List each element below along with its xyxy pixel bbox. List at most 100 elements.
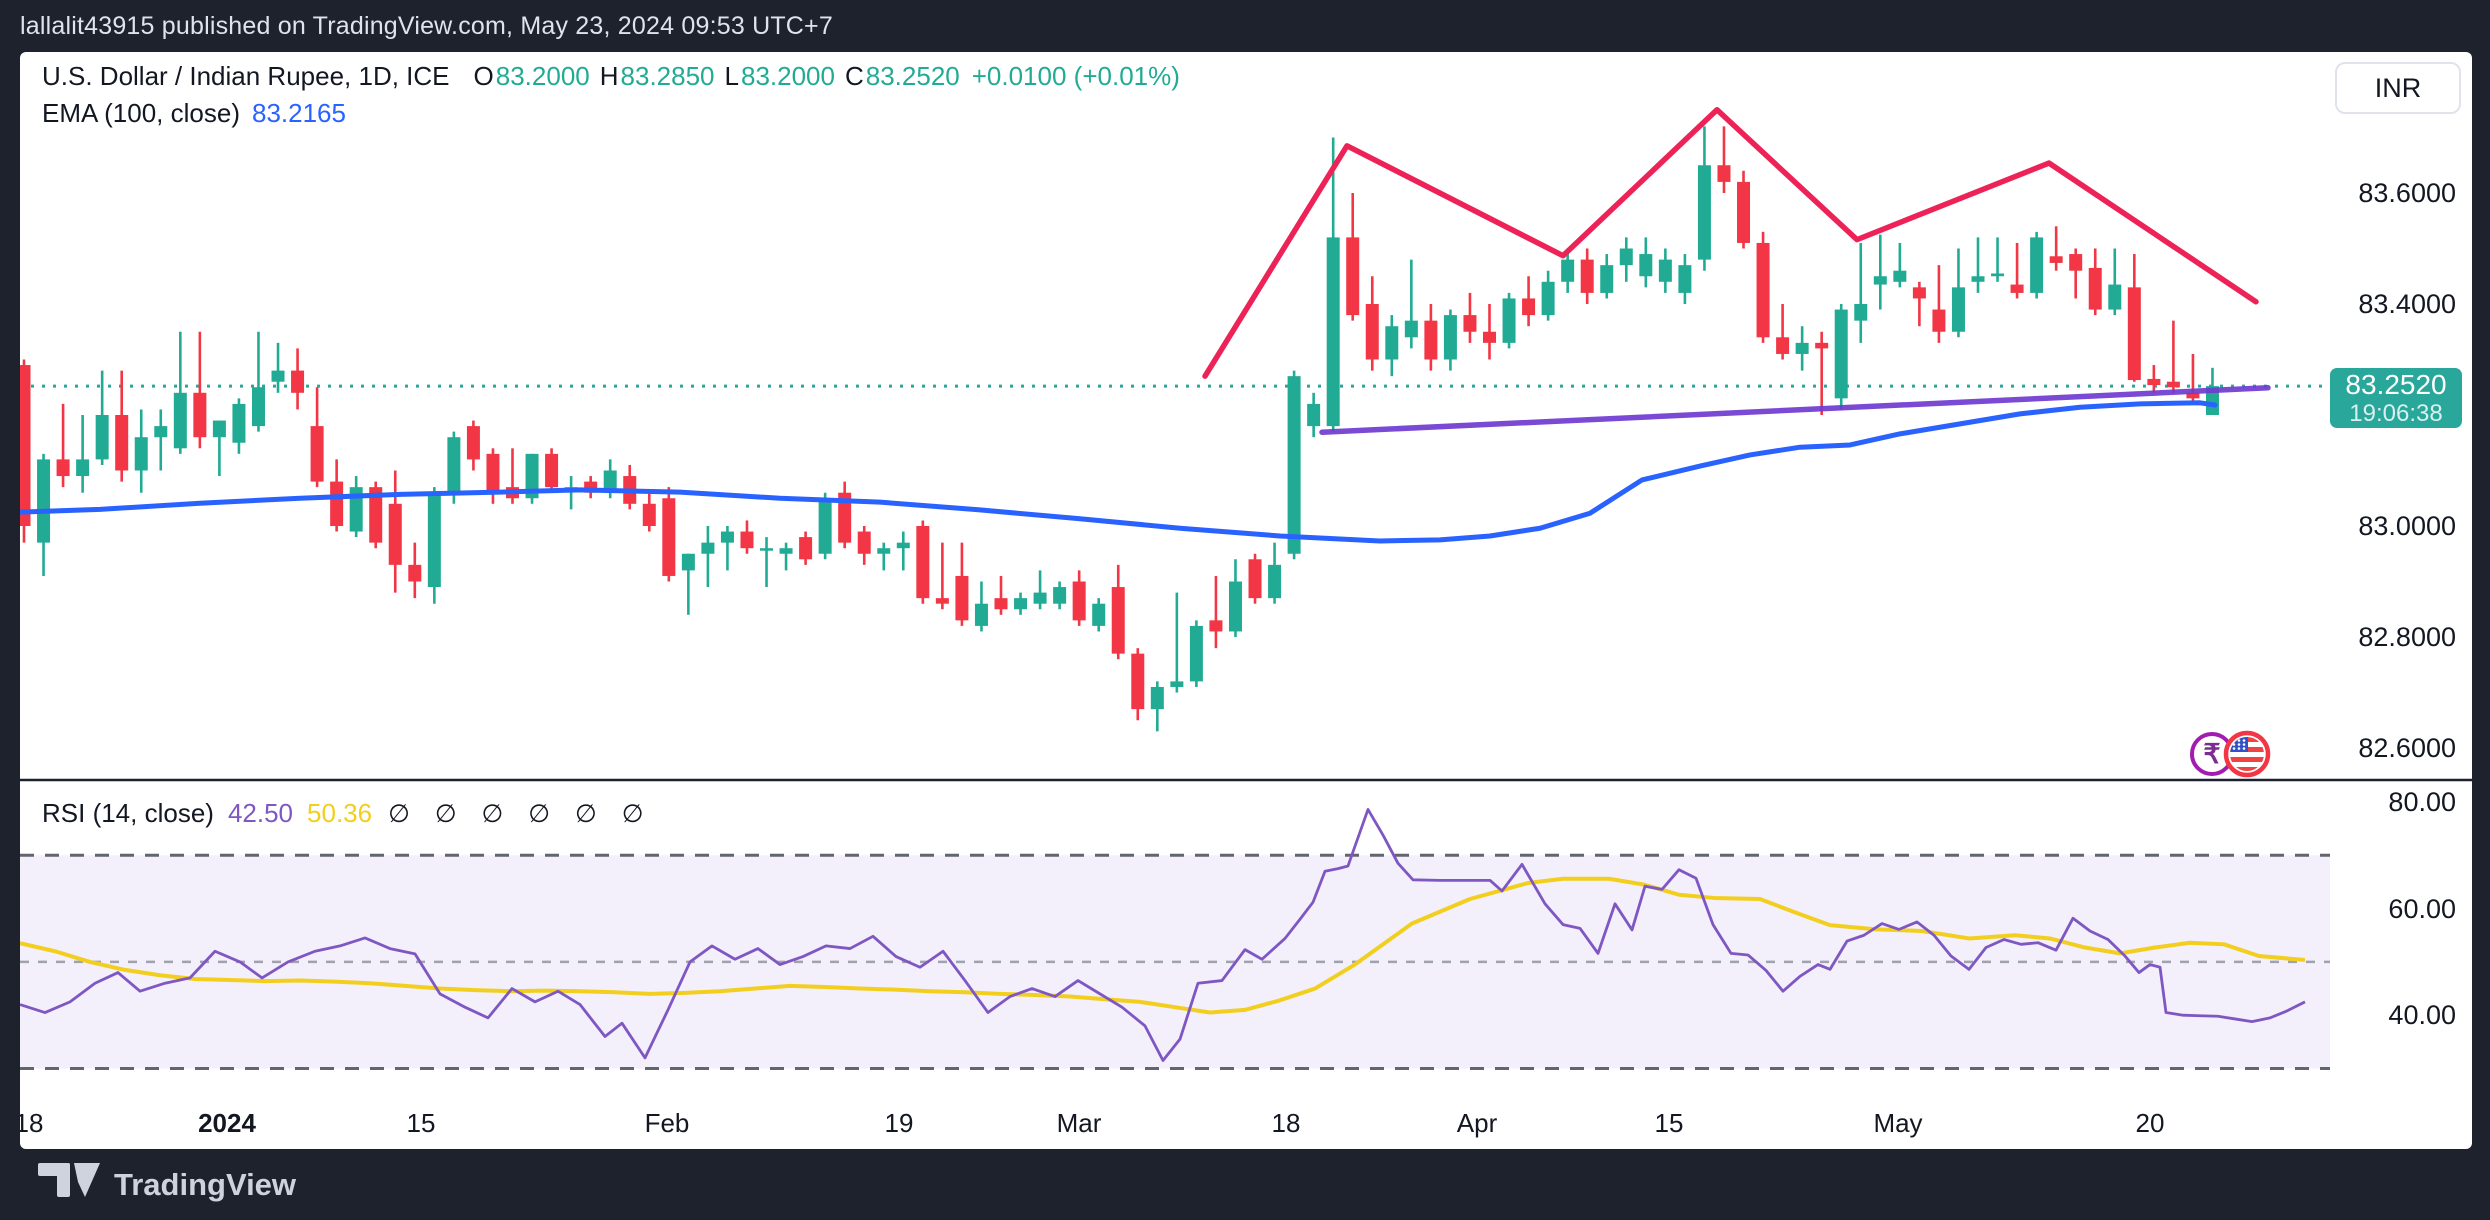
ema-legend[interactable]: EMA (100, close) 83.2165: [42, 94, 346, 132]
candle-body: [2010, 284, 2024, 293]
price-axis-label: 82.6000: [2358, 733, 2456, 763]
candle-body: [115, 415, 129, 471]
candle-body: [2205, 386, 2219, 415]
candle-body: [1756, 242, 1770, 338]
candle-body: [2147, 378, 2161, 386]
candle-body: [701, 542, 715, 554]
rsi-smooth-line: [20, 876, 2306, 1015]
time-axis-label: 18: [20, 1108, 44, 1138]
candle-body: [994, 598, 1008, 610]
time-axis[interactable]: 18 2024 15 Feb 19 Mar 18 Apr 15 May 20: [20, 1108, 2472, 1148]
ohlc-values: O83.2000 H83.2850 L83.2000 C83.2520: [464, 56, 960, 96]
candle-body: [1248, 559, 1262, 599]
chart-panel: U.S. Dollar / Indian Rupee, 1D, ICE O83.…: [20, 52, 2472, 1149]
trendline-drawing: [1319, 385, 2271, 435]
candle-body: [2049, 256, 2063, 263]
candle-body: [447, 437, 461, 493]
candle-body: [486, 453, 500, 493]
candle-body: [2030, 237, 2044, 293]
candle-body: [1033, 592, 1047, 604]
candle-body: [291, 370, 305, 393]
candle-body: [1111, 587, 1125, 654]
rsi-smooth-value: 50.36: [307, 798, 373, 828]
time-axis-label: 15: [1654, 1108, 1684, 1138]
ema-value: 83.2165: [251, 98, 346, 128]
candle-body: [1443, 315, 1457, 360]
candle-body: [760, 548, 774, 551]
tradingview-logo-icon[interactable]: [38, 1162, 100, 1207]
ohlc-letter: H: [599, 61, 619, 91]
time-axis-label: 19: [884, 1108, 914, 1138]
currency-button-label: INR: [2374, 72, 2422, 103]
ohlc-letter: O: [473, 61, 494, 91]
candle-body: [1854, 304, 1868, 321]
time-axis-label: 2024: [198, 1108, 256, 1138]
time-axis-label: 18: [1271, 1108, 1301, 1138]
candle-body: [662, 498, 676, 576]
candle-body: [642, 503, 656, 526]
ohlc-value: 83.2520: [865, 61, 960, 91]
candle-body: [1541, 281, 1555, 316]
candle-body: [1228, 581, 1242, 632]
candle-body: [1307, 403, 1321, 427]
price-axis-label: 83.4000: [2358, 289, 2456, 319]
candle-body: [212, 420, 226, 438]
symbol-legend[interactable]: U.S. Dollar / Indian Rupee, 1D, ICE O83.…: [42, 56, 1180, 96]
ema-line: [20, 400, 2218, 544]
tradingview-wordmark[interactable]: TradingView: [114, 1166, 297, 1202]
rsi-line: [20, 808, 2306, 1062]
candle-body: [1131, 653, 1145, 710]
ema-label: EMA (100, close): [42, 98, 240, 128]
candle-body: [1678, 265, 1692, 293]
rsi-legend[interactable]: RSI (14, close) 42.50 50.36 ∅ ∅ ∅ ∅ ∅ ∅: [42, 794, 653, 832]
candle-body: [720, 531, 734, 543]
candle-body: [251, 387, 265, 427]
candle-body: [1502, 298, 1516, 343]
candle-body: [1385, 326, 1399, 360]
time-axis-label: May: [1873, 1108, 1923, 1138]
ohlc-value: 83.2000: [740, 61, 835, 91]
inr-flag-icon: ₹: [2190, 732, 2234, 776]
candle-body: [20, 365, 31, 526]
candle-body: [799, 537, 813, 560]
candle-body: [1834, 309, 1848, 399]
candle-body: [1737, 181, 1751, 243]
candle-body: [1483, 331, 1496, 343]
candle-body: [1971, 276, 1985, 282]
ohlc-letter: C: [844, 61, 864, 91]
candle-body: [2088, 267, 2102, 310]
candle-body: [838, 492, 852, 543]
candle-body: [369, 487, 383, 543]
candle-body: [935, 598, 949, 604]
currency-button[interactable]: INR: [2335, 62, 2461, 114]
candle-body: [545, 453, 559, 488]
candle-body: [1092, 603, 1106, 626]
candle-body: [2108, 284, 2122, 310]
candle-body: [1463, 315, 1477, 332]
bar-countdown: 19:06:38: [2349, 400, 2443, 427]
candle-body: [232, 403, 246, 443]
candle-body: [1053, 587, 1067, 604]
candle-body: [857, 531, 871, 554]
candle-body: [1014, 598, 1028, 610]
candle-body: [1991, 273, 2005, 277]
candle-body: [1600, 265, 1614, 293]
chart-plot-area[interactable]: [20, 52, 2472, 1149]
candle-body: [173, 392, 187, 449]
time-axis-label: 20: [2135, 1108, 2165, 1138]
last-price-value: 83.2520: [2345, 369, 2447, 400]
ohlc-value: 83.2000: [495, 61, 590, 91]
publish-bar: lallalit43915 published on TradingView.c…: [0, 0, 2490, 52]
candle-body: [2166, 381, 2180, 388]
rsi-axis-label: 80.00: [2388, 787, 2456, 817]
candle-body: [1717, 165, 1731, 182]
candle-body: [1951, 287, 1965, 332]
candle-body: [310, 426, 324, 482]
candle-body: [2186, 392, 2200, 399]
candle-body: [1639, 254, 1653, 277]
candle-body: [1209, 620, 1223, 632]
candle-body: [1365, 304, 1379, 360]
time-axis-label: 15: [406, 1108, 436, 1138]
candle-body: [466, 426, 480, 460]
